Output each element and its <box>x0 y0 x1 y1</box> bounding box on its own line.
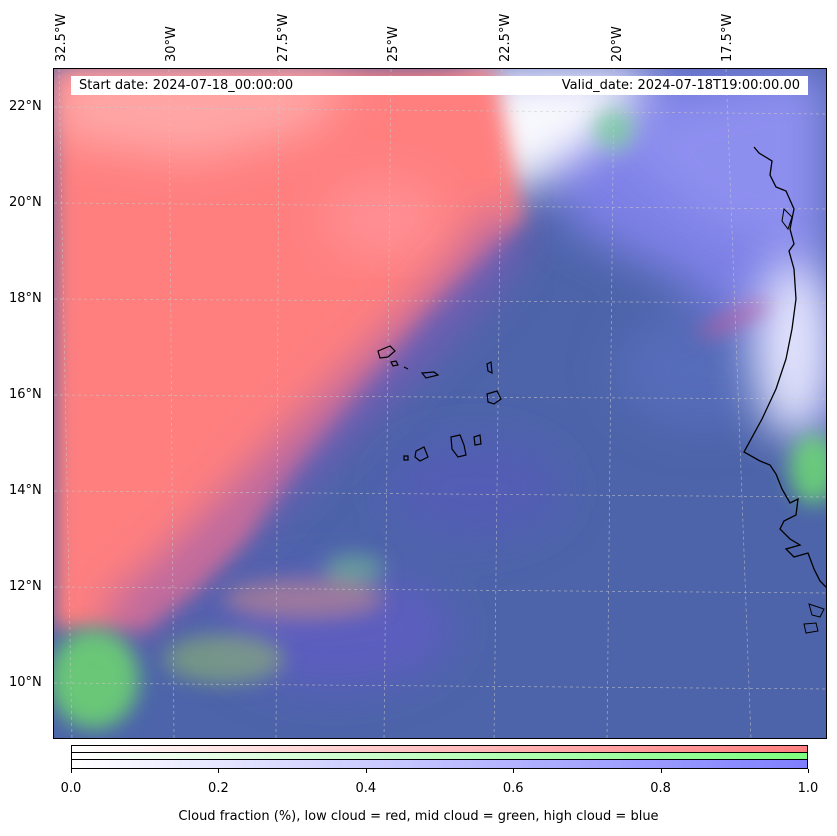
longitude-label: 17.5°W <box>720 13 735 62</box>
latitude-label: 12°N <box>9 579 42 594</box>
colorbar <box>71 745 808 769</box>
colorbar-tick <box>660 769 662 773</box>
longitude-label: 20°W <box>610 26 625 62</box>
longitude-label: 27.5°W <box>276 13 291 62</box>
colorbar-mid-cloud <box>72 753 807 760</box>
valid-date-label: Valid_date: 2024-07-18T19:00:00.00 <box>561 78 800 93</box>
coastline-africa <box>743 146 826 588</box>
colorbar-tick <box>218 769 220 773</box>
map-panel <box>53 68 827 739</box>
colorbar-tick <box>513 769 515 773</box>
longitude-label: 32.5°W <box>54 13 69 62</box>
start-date-label: Start date: 2024-07-18_00:00:00 <box>79 78 294 93</box>
colorbar-tick-label: 0.4 <box>355 781 377 796</box>
latitude-label: 14°N <box>9 483 42 498</box>
colorbar-tick-label: 0.2 <box>208 781 229 796</box>
latitude-label: 16°N <box>9 387 42 402</box>
colorbar-low-cloud <box>72 746 807 753</box>
latitude-label: 10°N <box>9 675 42 690</box>
latitude-label: 18°N <box>9 291 42 306</box>
colorbar-caption: Cloud fraction (%), low cloud = red, mid… <box>178 809 659 824</box>
latitude-label: 22°N <box>9 99 42 114</box>
colorbar-tick-label: 0.0 <box>60 781 82 796</box>
colorbar-tick-label: 1.0 <box>797 781 819 796</box>
longitude-label: 25°W <box>386 26 401 62</box>
cloud-fraction-map <box>54 69 826 738</box>
longitude-label: 22.5°W <box>498 13 513 62</box>
colorbar-tick <box>808 769 809 773</box>
graticule <box>54 69 826 738</box>
date-info-box: Start date: 2024-07-18_00:00:00 Valid_da… <box>71 76 808 95</box>
longitude-label: 30°W <box>164 26 179 62</box>
colorbar-high-cloud <box>72 760 807 768</box>
colorbar-tick <box>365 769 367 773</box>
colorbar-tick-label: 0.8 <box>650 781 671 796</box>
cape-verde-islands <box>377 345 502 462</box>
colorbar-tick-label: 0.6 <box>502 781 524 796</box>
latitude-label: 20°N <box>9 195 42 210</box>
colorbar-tick <box>71 769 72 773</box>
